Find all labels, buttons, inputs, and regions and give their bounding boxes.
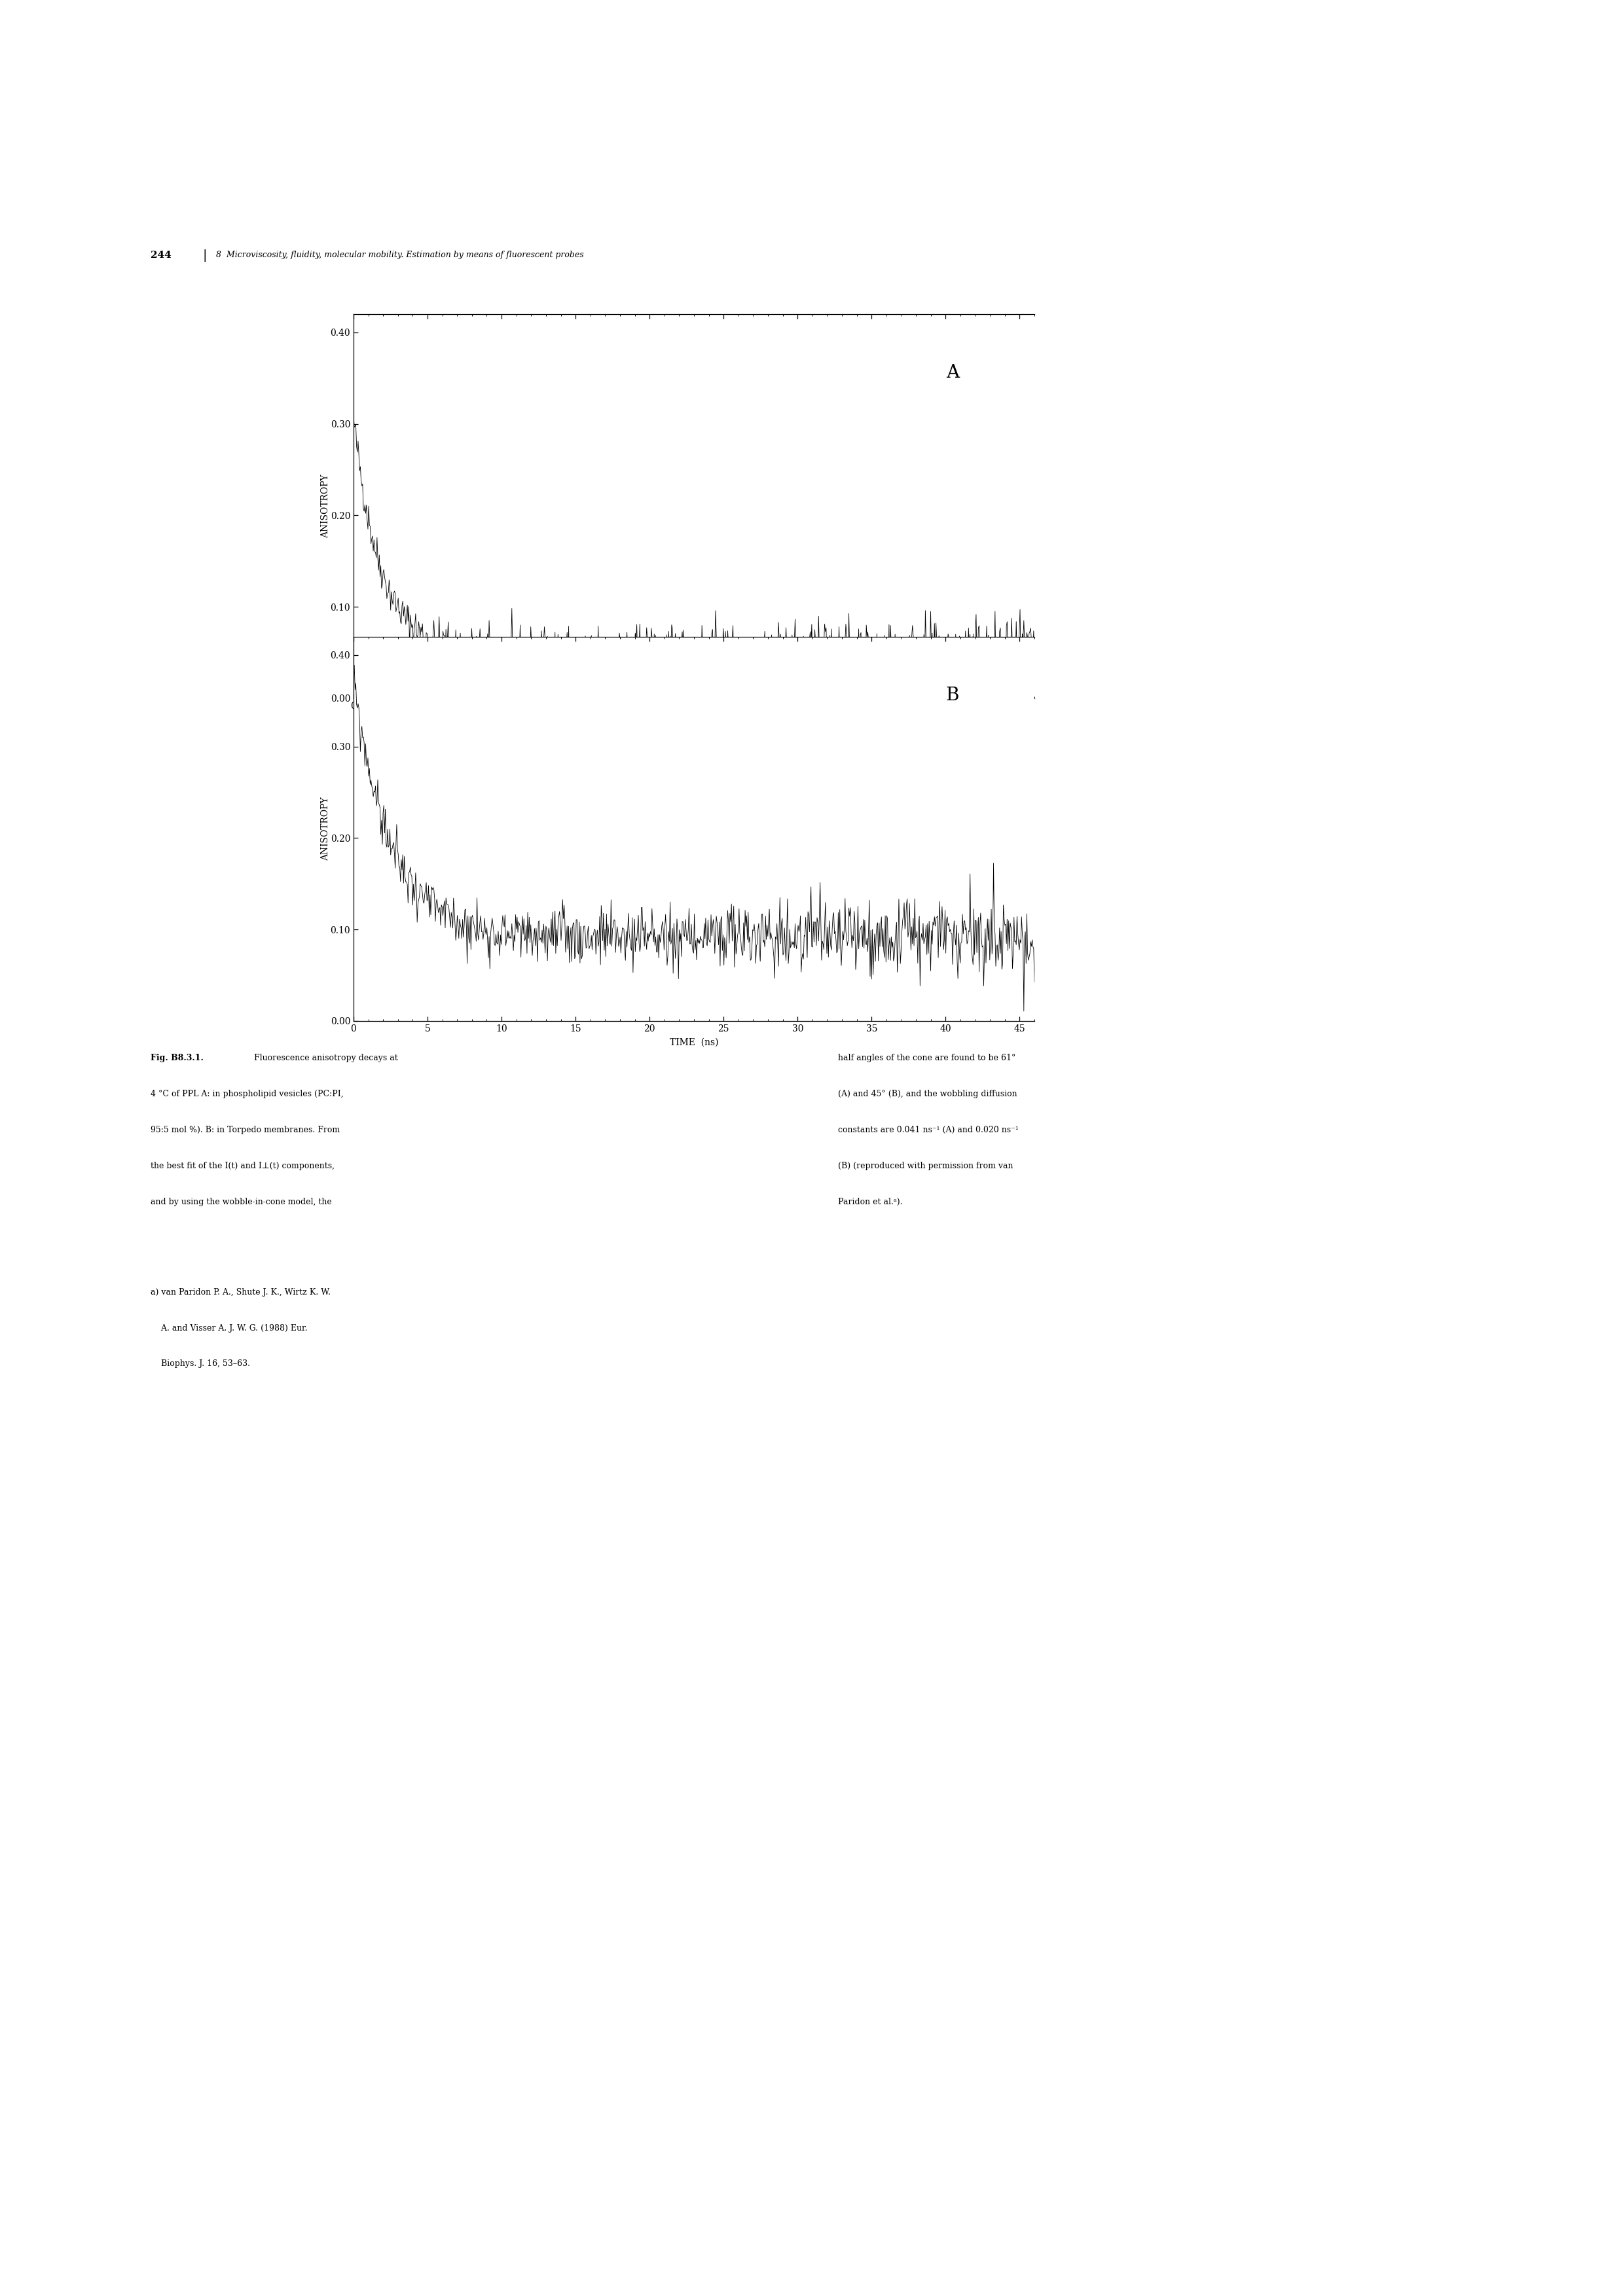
Text: 244: 244 — [151, 250, 172, 259]
Text: Paridon et al.ᵃ).: Paridon et al.ᵃ). — [837, 1199, 902, 1205]
Text: 8  Microviscosity, fluidity, molecular mobility. Estimation by means of fluoresc: 8 Microviscosity, fluidity, molecular mo… — [216, 250, 584, 259]
Text: Fig. B8.3.1.: Fig. B8.3.1. — [151, 1054, 203, 1063]
Y-axis label: ANISOTROPY: ANISOTROPY — [321, 475, 331, 537]
X-axis label: TIME  (ns): TIME (ns) — [670, 1038, 719, 1047]
Text: the best fit of the I(t) and I⊥(t) components,: the best fit of the I(t) and I⊥(t) compo… — [151, 1162, 334, 1171]
Text: 4 °C of PPL A: in phospholipid vesicles (PC:PI,: 4 °C of PPL A: in phospholipid vesicles … — [151, 1091, 344, 1097]
Text: constants are 0.041 ns⁻¹ (A) and 0.020 ns⁻¹: constants are 0.041 ns⁻¹ (A) and 0.020 n… — [837, 1125, 1019, 1134]
Text: a) van Paridon P. A., Shute J. K., Wirtz K. W.: a) van Paridon P. A., Shute J. K., Wirtz… — [151, 1288, 331, 1297]
Text: A: A — [946, 365, 959, 381]
Text: 95:5 mol %). B: in Torpedo membranes. From: 95:5 mol %). B: in Torpedo membranes. Fr… — [151, 1125, 339, 1134]
Text: A. and Visser A. J. W. G. (1988) Eur.: A. and Visser A. J. W. G. (1988) Eur. — [151, 1325, 307, 1332]
Text: and by using the wobble-in-cone model, the: and by using the wobble-in-cone model, t… — [151, 1199, 331, 1205]
Text: Biophys. J. 16, 53–63.: Biophys. J. 16, 53–63. — [151, 1359, 250, 1368]
Text: |: | — [203, 248, 208, 262]
Y-axis label: ANISOTROPY: ANISOTROPY — [321, 797, 331, 861]
Text: half angles of the cone are found to be 61°: half angles of the cone are found to be … — [837, 1054, 1016, 1063]
Text: B: B — [946, 687, 959, 705]
Text: (B) (reproduced with permission from van: (B) (reproduced with permission from van — [837, 1162, 1013, 1171]
Text: (A) and 45° (B), and the wobbling diffusion: (A) and 45° (B), and the wobbling diffus… — [837, 1091, 1018, 1097]
Text: Fluorescence anisotropy decays at: Fluorescence anisotropy decays at — [248, 1054, 398, 1063]
